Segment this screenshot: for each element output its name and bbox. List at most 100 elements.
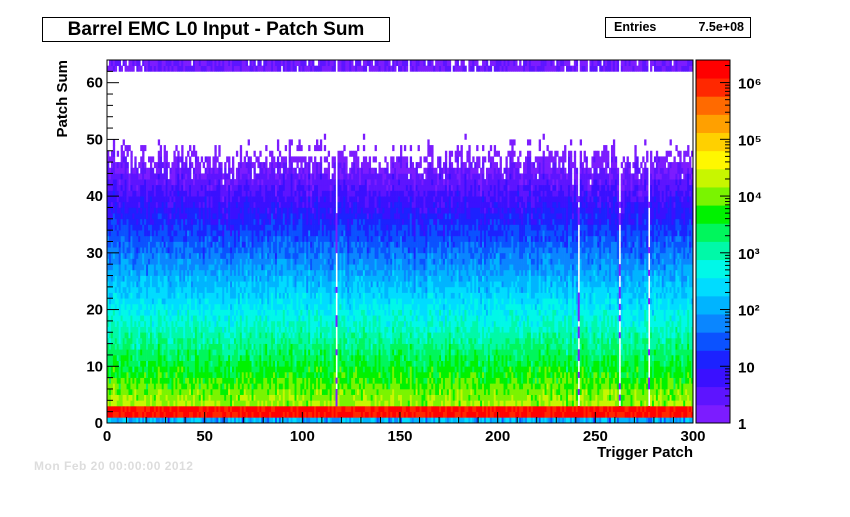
heatmap-cell — [304, 411, 307, 418]
heatmap-cell — [294, 360, 297, 367]
heatmap-cell — [142, 275, 145, 282]
heatmap-cell — [276, 235, 280, 242]
heatmap-cell — [286, 383, 290, 390]
heatmap-cell — [198, 190, 202, 197]
heatmap-cell — [288, 281, 291, 288]
heatmap-cell — [273, 196, 276, 203]
heatmap-cell — [148, 264, 151, 271]
heatmap-cell — [120, 264, 123, 271]
heatmap-cell — [222, 264, 225, 271]
heatmap-cell — [233, 394, 237, 401]
heatmap-cell — [210, 286, 213, 293]
heatmap-cell — [210, 309, 213, 316]
heatmap-cell — [126, 258, 129, 265]
heatmap-cell — [132, 190, 135, 197]
heatmap-cell — [144, 145, 147, 152]
heatmap-cell — [273, 343, 276, 350]
heatmap-cell — [120, 292, 123, 299]
heatmap-cell — [302, 252, 305, 259]
heatmap-cell — [173, 275, 176, 282]
heatmap-cell — [177, 218, 180, 225]
heatmap-cell — [169, 417, 172, 424]
heatmap-cell — [235, 349, 239, 356]
heatmap-cell — [237, 320, 241, 327]
heatmap-cell — [140, 298, 143, 305]
heatmap-cell — [214, 354, 217, 361]
heatmap-cell — [177, 184, 180, 191]
heatmap-cell — [206, 275, 209, 282]
heatmap-cell — [177, 247, 180, 254]
heatmap-cell — [198, 235, 202, 242]
heatmap-cell — [288, 241, 291, 248]
heatmap-cell — [282, 377, 286, 384]
heatmap-cell — [194, 303, 198, 310]
heatmap-cell — [181, 281, 184, 288]
heatmap-cell — [235, 264, 239, 271]
heatmap-cell — [218, 354, 221, 361]
heatmap-cell — [259, 417, 262, 424]
heatmap-cell — [226, 298, 229, 305]
heatmap-cell — [194, 411, 198, 418]
heatmap-cell — [161, 360, 164, 367]
heatmap-cell — [206, 366, 209, 373]
heatmap-cell — [226, 320, 229, 327]
heatmap-cell — [206, 241, 209, 248]
heatmap-cell — [237, 264, 241, 271]
heatmap-cell — [157, 179, 161, 186]
heatmap-cell — [284, 332, 288, 339]
heatmap-cell — [155, 360, 159, 367]
heatmap-cell — [118, 394, 122, 401]
heatmap-cell — [286, 292, 290, 299]
heatmap-cell — [194, 258, 198, 265]
heatmap-cell — [144, 196, 147, 203]
heatmap-cell — [284, 230, 288, 237]
heatmap-cell — [130, 269, 133, 276]
heatmap-cell — [243, 320, 247, 327]
heatmap-cell — [253, 162, 256, 169]
heatmap-cell — [267, 326, 270, 333]
heatmap-cell — [130, 224, 133, 231]
heatmap-cell — [159, 332, 163, 339]
heatmap-cell — [243, 366, 247, 373]
heatmap-cell — [208, 60, 211, 67]
heatmap-cell — [251, 383, 254, 390]
heatmap-cell — [216, 292, 219, 299]
heatmap-cell — [107, 173, 110, 180]
heatmap-cell — [114, 241, 118, 248]
heatmap-cell — [257, 213, 260, 220]
heatmap-cell — [173, 349, 176, 356]
heatmap-cell — [230, 196, 233, 203]
heatmap-cell — [255, 349, 258, 356]
heatmap-cell — [140, 269, 143, 276]
heatmap-cell — [230, 377, 233, 384]
heatmap-cell — [155, 343, 159, 350]
heatmap-cell — [284, 269, 288, 276]
heatmap-cell — [171, 337, 174, 344]
heatmap-cell — [187, 354, 190, 361]
heatmap-cell — [210, 292, 213, 299]
heatmap-cell — [148, 354, 151, 361]
heatmap-cell — [134, 320, 137, 327]
heatmap-cell — [179, 196, 182, 203]
heatmap-cell — [144, 235, 147, 242]
heatmap-cell — [167, 371, 170, 378]
heatmap-cell — [206, 201, 209, 208]
heatmap-cell — [124, 377, 127, 384]
heatmap-cell — [214, 224, 217, 231]
heatmap-cell — [273, 298, 276, 305]
heatmap-cell — [255, 320, 258, 327]
heatmap-cell — [294, 400, 297, 407]
heatmap-cell — [243, 349, 247, 356]
heatmap-cell — [274, 360, 278, 367]
heatmap-cell — [110, 218, 114, 225]
heatmap-cell — [274, 264, 278, 271]
heatmap-cell — [130, 196, 133, 203]
heatmap-cell — [243, 281, 247, 288]
heatmap-cell — [226, 405, 229, 412]
heatmap-cell — [194, 264, 198, 271]
heatmap-cell — [114, 258, 118, 265]
heatmap-cell — [230, 213, 233, 220]
heatmap-cell — [157, 320, 161, 327]
heatmap-cell — [173, 201, 176, 208]
heatmap-cell — [122, 139, 125, 146]
